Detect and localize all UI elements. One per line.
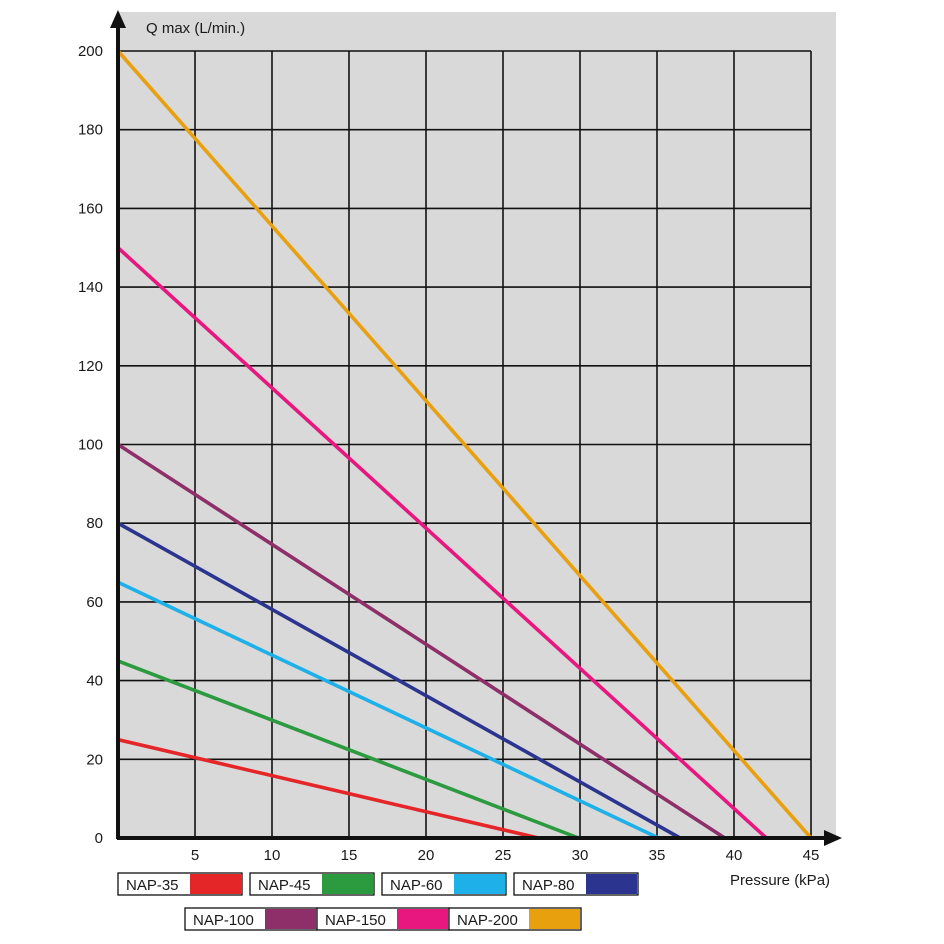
legend-label: NAP-200 xyxy=(457,912,518,929)
legend-item-nap-150: NAP-150 xyxy=(316,907,450,931)
x-tick-label: 45 xyxy=(803,847,820,864)
y-tick-label: 40 xyxy=(86,673,103,690)
legend-swatch xyxy=(586,874,637,894)
legend-swatch xyxy=(190,874,241,894)
legend-item-nap-35: NAP-35 xyxy=(117,872,243,896)
legend-swatch xyxy=(322,874,373,894)
legend-swatch xyxy=(265,909,316,929)
series-line-nap-35 xyxy=(116,737,541,840)
x-tick-label: 35 xyxy=(649,847,666,864)
legend-swatch xyxy=(454,874,505,894)
series-line-nap-150 xyxy=(116,245,769,840)
x-tick-label: 20 xyxy=(418,847,435,864)
y-tick-label: 180 xyxy=(78,122,103,139)
legend-item-nap-100: NAP-100 xyxy=(184,907,318,931)
legend-label: NAP-100 xyxy=(193,912,254,929)
legend-swatch xyxy=(529,909,580,929)
x-tick-label: 10 xyxy=(264,847,281,864)
y-tick-label: 160 xyxy=(78,200,103,217)
x-axis-arrow xyxy=(824,830,842,846)
legend-label: NAP-45 xyxy=(258,877,311,894)
y-axis-title: Q max (L/min.) xyxy=(146,20,245,37)
axes xyxy=(110,10,842,846)
series-line-nap-100 xyxy=(116,442,727,840)
legend-swatch xyxy=(397,909,448,929)
y-axis-arrow xyxy=(110,10,126,28)
y-tick-label: 200 xyxy=(78,43,103,60)
legend-item-nap-60: NAP-60 xyxy=(381,872,507,896)
legend-item-nap-200: NAP-200 xyxy=(448,907,582,931)
legend-label: NAP-80 xyxy=(522,877,575,894)
x-tick-label: 25 xyxy=(495,847,512,864)
y-tick-label: 0 xyxy=(95,830,103,847)
x-tick-label: 40 xyxy=(726,847,743,864)
legend-label: NAP-60 xyxy=(390,877,443,894)
plot-background xyxy=(118,12,836,838)
tick-labels: 0 20 40 60 80 100 120 140 160 180 200 5 10 15 20 25 30 35… xyxy=(78,43,819,864)
y-tick-label: 120 xyxy=(78,358,103,375)
y-tick-label: 20 xyxy=(86,751,103,768)
x-axis-title: Pressure (kPa) xyxy=(730,872,830,889)
x-tick-label: 15 xyxy=(341,847,358,864)
series-line-nap-60 xyxy=(116,580,661,840)
data-series xyxy=(116,49,813,840)
y-tick-label: 60 xyxy=(86,594,103,611)
legend-label: NAP-35 xyxy=(126,877,179,894)
x-tick-label: 30 xyxy=(572,847,589,864)
y-tick-label: 140 xyxy=(78,279,103,296)
legend-item-nap-80: NAP-80 xyxy=(513,872,639,896)
series-line-nap-80 xyxy=(116,521,682,840)
series-line-nap-45 xyxy=(116,659,581,840)
legend-item-nap-45: NAP-45 xyxy=(249,872,375,896)
x-tick-label: 5 xyxy=(191,847,199,864)
y-tick-label: 80 xyxy=(86,515,103,532)
legend: NAP-35 NAP-45 NAP-60 NAP-80 NAP-100 NAP-150 NA… xyxy=(117,872,639,931)
legend-label: NAP-150 xyxy=(325,912,386,929)
y-tick-label: 100 xyxy=(78,437,103,454)
series-line-nap-200 xyxy=(116,49,813,840)
